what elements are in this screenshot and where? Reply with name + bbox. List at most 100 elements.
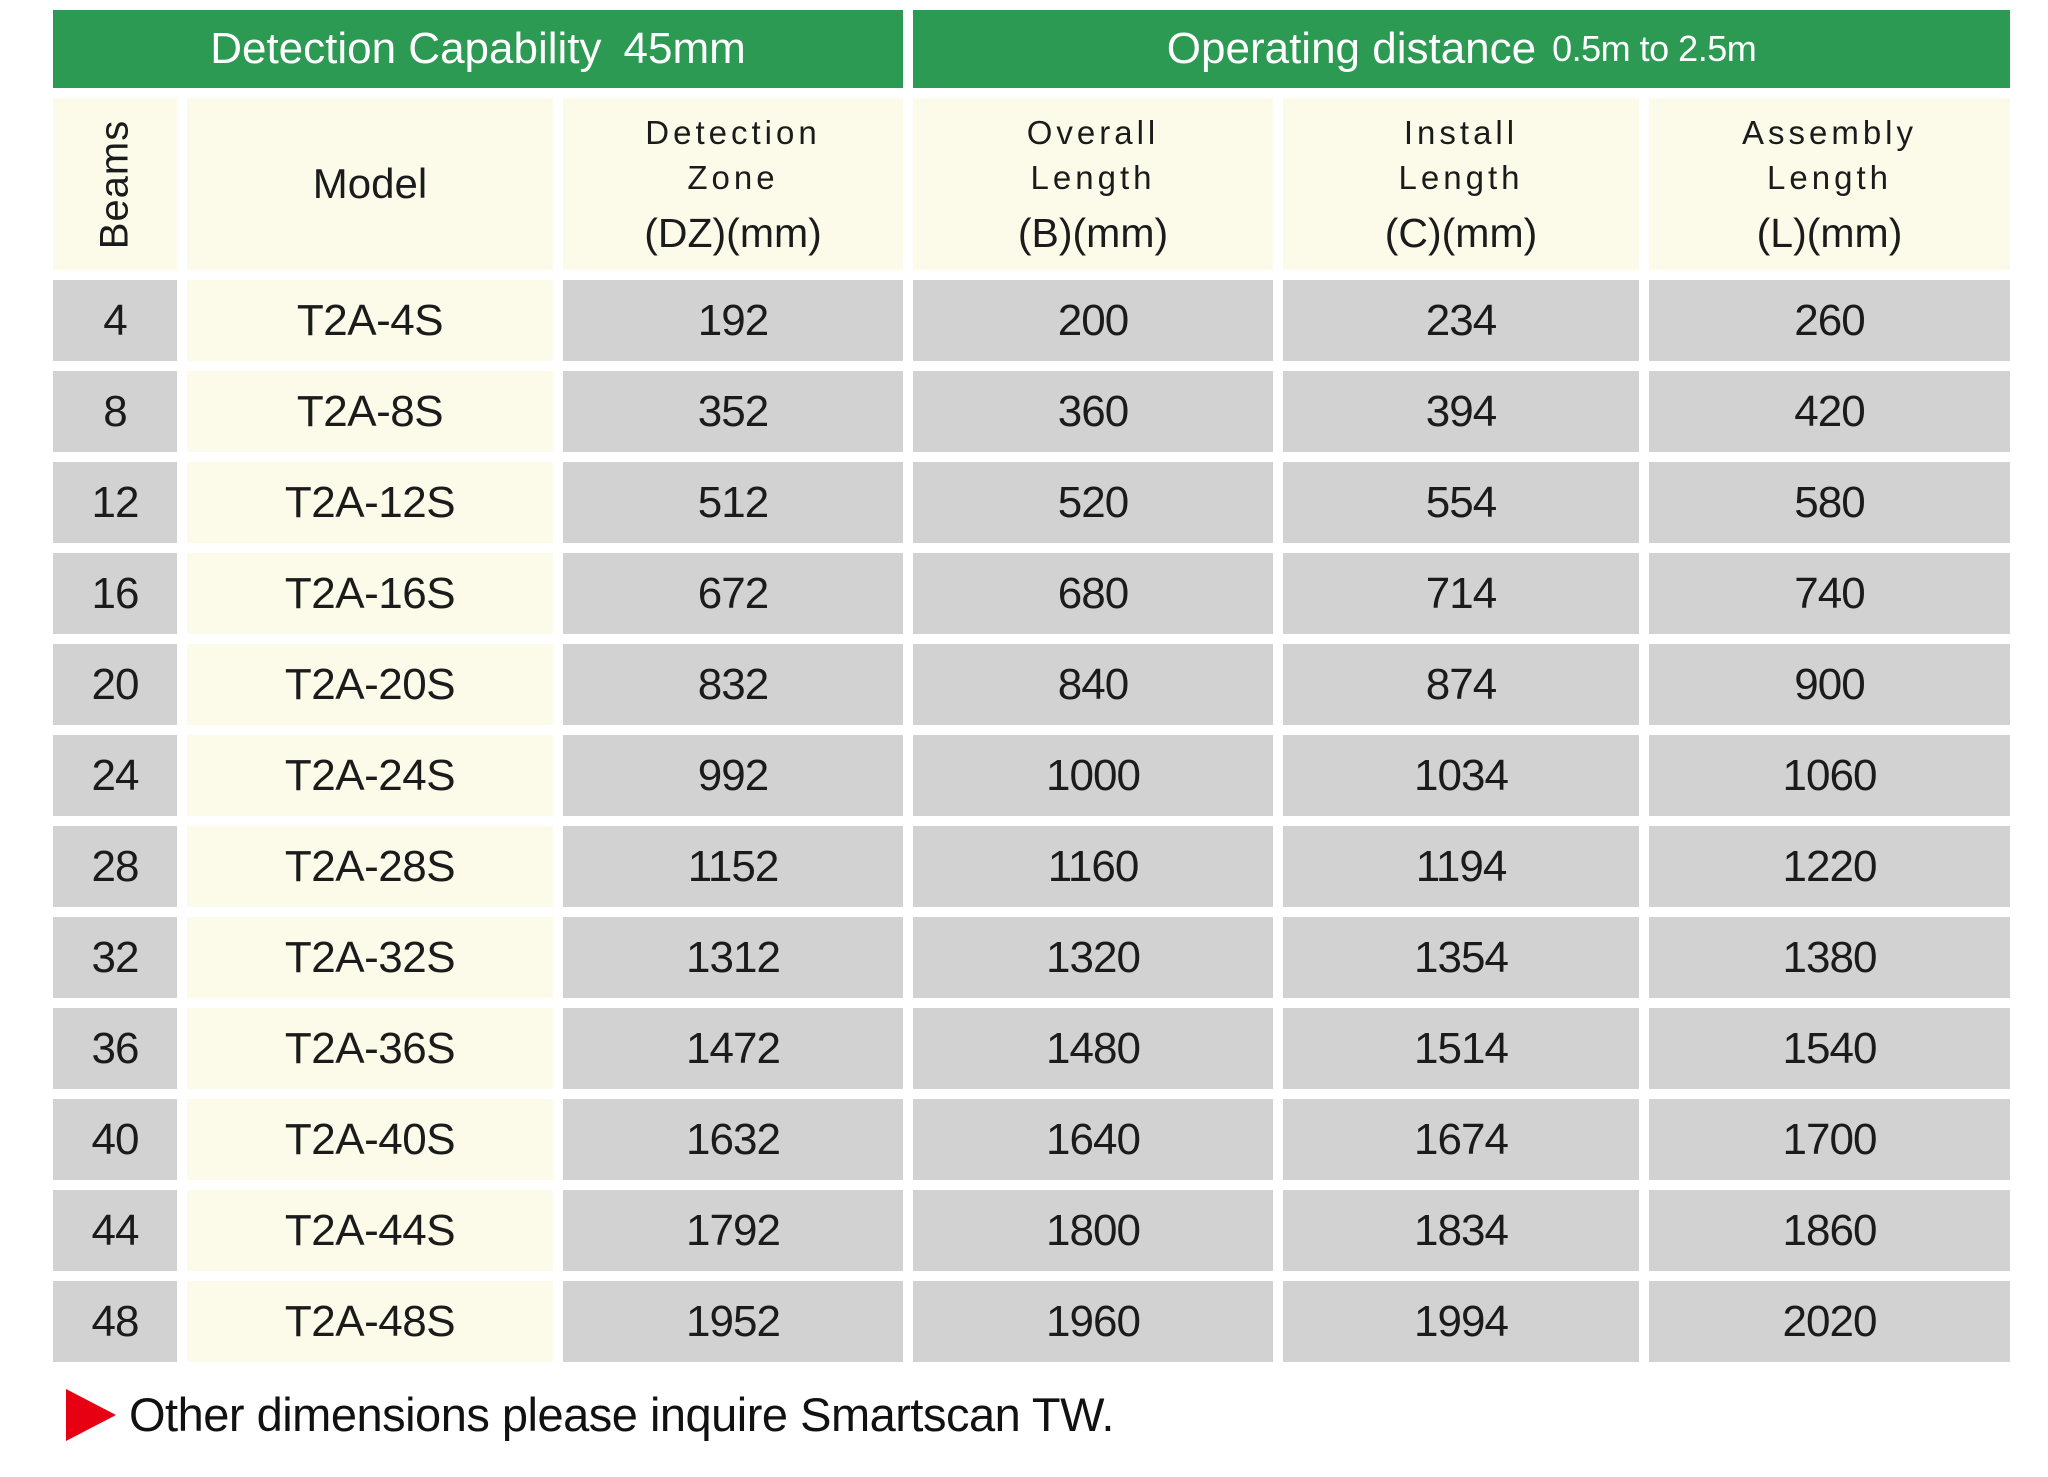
- install-header-unit: (C)(mm): [1384, 210, 1538, 257]
- column-header-beams: Beams: [53, 98, 177, 270]
- assembly-cell: 1860: [1649, 1190, 2010, 1271]
- overall-cell: 1160: [913, 826, 1273, 907]
- column-header-overall-length: Overall Length (B)(mm): [913, 98, 1273, 270]
- column-header-install-length: Install Length (C)(mm): [1283, 98, 1639, 270]
- beams-cell: 36: [53, 1008, 177, 1089]
- model-cell: T2A-4S: [187, 280, 553, 361]
- operating-distance-band: Operating distance 0.5m to 2.5m: [913, 10, 2010, 88]
- install-cell: 1194: [1283, 826, 1639, 907]
- model-header-label: Model: [312, 160, 428, 207]
- overall-cell: 1800: [913, 1190, 1273, 1271]
- dz-cell: 192: [563, 280, 903, 361]
- beams-cell: 24: [53, 735, 177, 816]
- beams-cell: 8: [53, 371, 177, 452]
- model-cell: T2A-8S: [187, 371, 553, 452]
- install-cell: 1834: [1283, 1190, 1639, 1271]
- overall-header-line2: Length: [1030, 158, 1156, 196]
- model-cell: T2A-48S: [187, 1281, 553, 1362]
- model-cell: T2A-44S: [187, 1190, 553, 1271]
- column-header-detection-zone: Detection Zone (DZ)(mm): [563, 98, 903, 270]
- model-cell: T2A-12S: [187, 462, 553, 543]
- install-cell: 394: [1283, 371, 1639, 452]
- dz-cell: 1152: [563, 826, 903, 907]
- assembly-cell: 1700: [1649, 1099, 2010, 1180]
- dz-cell: 832: [563, 644, 903, 725]
- red-arrow-icon: [66, 1388, 116, 1441]
- overall-cell: 680: [913, 553, 1273, 634]
- model-cell: T2A-28S: [187, 826, 553, 907]
- model-cell: T2A-24S: [187, 735, 553, 816]
- install-cell: 874: [1283, 644, 1639, 725]
- model-cell: T2A-36S: [187, 1008, 553, 1089]
- dz-cell: 1312: [563, 917, 903, 998]
- beams-cell: 20: [53, 644, 177, 725]
- dz-cell: 1632: [563, 1099, 903, 1180]
- assembly-cell: 1060: [1649, 735, 2010, 816]
- assembly-header-line2: Length: [1767, 158, 1892, 196]
- assembly-cell: 2020: [1649, 1281, 2010, 1362]
- operating-distance-label: Operating distance: [1166, 24, 1537, 73]
- dz-cell: 672: [563, 553, 903, 634]
- model-cell: T2A-32S: [187, 917, 553, 998]
- overall-cell: 1480: [913, 1008, 1273, 1089]
- dz-cell: 352: [563, 371, 903, 452]
- assembly-cell: 580: [1649, 462, 2010, 543]
- overall-cell: 520: [913, 462, 1273, 543]
- overall-cell: 200: [913, 280, 1273, 361]
- footer-note-text: Other dimensions please inquire Smartsca…: [129, 1388, 1114, 1441]
- dz-cell: 1472: [563, 1008, 903, 1089]
- assembly-cell: 260: [1649, 280, 2010, 361]
- install-cell: 1994: [1283, 1281, 1639, 1362]
- beams-cell: 12: [53, 462, 177, 543]
- beams-cell: 16: [53, 553, 177, 634]
- beams-cell: 4: [53, 280, 177, 361]
- overall-cell: 1000: [913, 735, 1273, 816]
- install-cell: 1034: [1283, 735, 1639, 816]
- column-header-model: Model: [187, 98, 553, 270]
- assembly-cell: 1540: [1649, 1008, 2010, 1089]
- detection-capability-value: 45mm: [623, 24, 746, 73]
- install-header-line2: Length: [1398, 158, 1524, 196]
- assembly-cell: 420: [1649, 371, 2010, 452]
- overall-cell: 1960: [913, 1281, 1273, 1362]
- dz-header-line2: Zone: [687, 158, 779, 196]
- footer-note: Other dimensions please inquire Smartsca…: [66, 1387, 2048, 1442]
- model-cell: T2A-16S: [187, 553, 553, 634]
- dz-cell: 1792: [563, 1190, 903, 1271]
- install-header-line1: Install: [1403, 113, 1519, 151]
- install-cell: 1514: [1283, 1008, 1639, 1089]
- dz-header-line1: Detection: [645, 113, 821, 151]
- beams-cell: 28: [53, 826, 177, 907]
- install-cell: 234: [1283, 280, 1639, 361]
- beams-cell: 48: [53, 1281, 177, 1362]
- assembly-cell: 740: [1649, 553, 2010, 634]
- beams-cell: 32: [53, 917, 177, 998]
- dz-cell: 1952: [563, 1281, 903, 1362]
- beams-cell: 40: [53, 1099, 177, 1180]
- model-cell: T2A-40S: [187, 1099, 553, 1180]
- install-cell: 714: [1283, 553, 1639, 634]
- detection-capability-band: Detection Capability 45mm: [53, 10, 903, 88]
- assembly-header-unit: (L)(mm): [1756, 210, 1903, 257]
- assembly-cell: 1380: [1649, 917, 2010, 998]
- overall-cell: 840: [913, 644, 1273, 725]
- beams-cell: 44: [53, 1190, 177, 1271]
- detection-capability-label: Detection Capability: [210, 24, 602, 73]
- dz-cell: 512: [563, 462, 903, 543]
- overall-cell: 1640: [913, 1099, 1273, 1180]
- overall-cell: 1320: [913, 917, 1273, 998]
- install-cell: 554: [1283, 462, 1639, 543]
- install-cell: 1674: [1283, 1099, 1639, 1180]
- model-cell: T2A-20S: [187, 644, 553, 725]
- overall-header-line1: Overall: [1026, 113, 1160, 151]
- assembly-cell: 1220: [1649, 826, 2010, 907]
- column-header-assembly-length: Assembly Length (L)(mm): [1649, 98, 2010, 270]
- spec-table: Detection Capability 45mm Operating dist…: [53, 10, 2010, 1362]
- install-cell: 1354: [1283, 917, 1639, 998]
- assembly-cell: 900: [1649, 644, 2010, 725]
- assembly-header-line1: Assembly: [1741, 113, 1918, 151]
- overall-header-unit: (B)(mm): [1017, 210, 1169, 257]
- beams-header-label: Beams: [92, 119, 137, 249]
- dz-cell: 992: [563, 735, 903, 816]
- overall-cell: 360: [913, 371, 1273, 452]
